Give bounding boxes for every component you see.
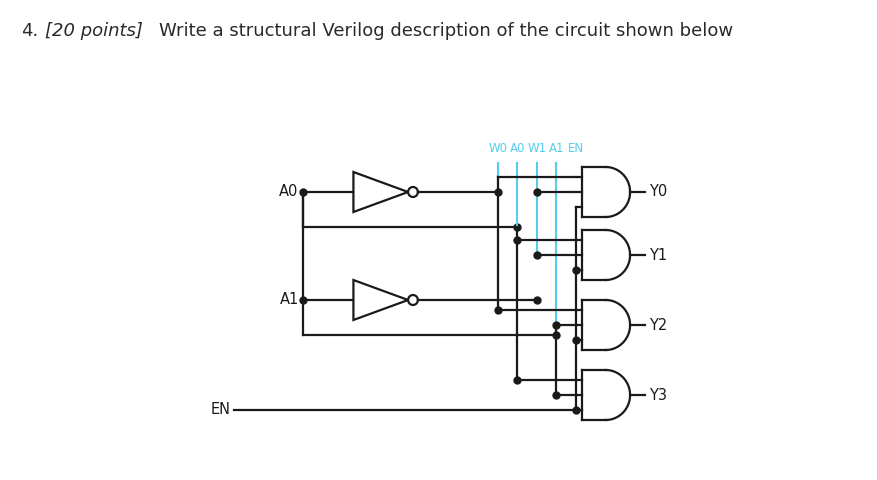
Text: Y1: Y1 (649, 248, 667, 263)
Text: Y2: Y2 (649, 317, 667, 333)
Text: 4.: 4. (21, 22, 39, 40)
Text: A1: A1 (280, 292, 299, 308)
Text: Write a structural Verilog description of the circuit shown below: Write a structural Verilog description o… (159, 22, 733, 40)
Text: [20 points]: [20 points] (45, 22, 143, 40)
Text: A0: A0 (510, 142, 525, 155)
Text: W1: W1 (527, 142, 546, 155)
Text: Y3: Y3 (649, 387, 667, 403)
Text: Y0: Y0 (649, 184, 667, 200)
Text: A1: A1 (549, 142, 564, 155)
Text: EN: EN (210, 403, 231, 418)
Text: A0: A0 (280, 184, 299, 200)
Text: EN: EN (568, 142, 584, 155)
Text: W0: W0 (488, 142, 508, 155)
